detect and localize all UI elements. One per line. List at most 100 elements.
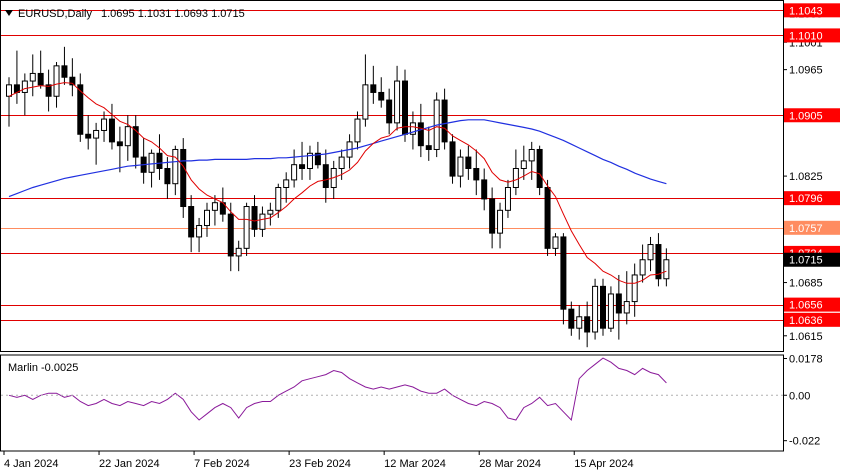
candle (29, 54, 36, 97)
candle (196, 217, 203, 253)
bear-candle-body (386, 99, 393, 124)
bear-candle-body (378, 91, 385, 101)
bear-candle-body (473, 167, 480, 181)
candle (188, 195, 195, 253)
bear-candle-body (489, 198, 496, 234)
bull-candle-body (267, 209, 274, 215)
candle (544, 179, 551, 256)
candle (116, 126, 123, 173)
time-tick-label: 15 Apr 2024 (574, 458, 633, 470)
bull-candle-body (592, 285, 599, 333)
tag-label: 1.0636 (789, 315, 823, 327)
level-tag: 1.0796 (784, 191, 840, 206)
tag-background (784, 3, 840, 18)
bear-candle-body (188, 206, 195, 238)
dropdown-triangle-icon[interactable] (5, 10, 13, 16)
candle (473, 149, 480, 196)
price-tick-label: 1.0965 (789, 65, 823, 77)
bull-candle-body (457, 156, 464, 177)
price-tick-label: 1.0685 (789, 278, 823, 290)
bear-candle-body (584, 316, 591, 333)
candle (425, 126, 432, 161)
candle (592, 278, 599, 340)
bear-candle-body (655, 244, 662, 280)
candle (251, 195, 258, 237)
bull-candle-body (576, 316, 583, 329)
bear-candle-body (481, 179, 488, 200)
bull-candle-body (124, 126, 131, 147)
candle (615, 274, 622, 340)
candle (291, 149, 298, 188)
candle (227, 202, 234, 272)
bear-candle-body (164, 167, 171, 185)
time-axis: 4 Jan 2024 22 Jan 2024 7 Feb 2024 23 Feb 20… (3, 451, 634, 470)
tag-background (784, 312, 840, 327)
indicator-tick-label: -0.022 (789, 436, 820, 448)
candle (663, 248, 670, 287)
level-tag: 1.1043 (784, 3, 840, 17)
header-symbol: EURUSD,Daily (18, 8, 92, 20)
bear-candle-body (227, 213, 234, 257)
bull-candle-body (504, 187, 511, 211)
current-price-tag: 1.0715 (784, 252, 840, 267)
level-tag: 1.0757 (784, 220, 840, 235)
price-axis: 1.10391.10011.09651.09051.08251.06851.06… (783, 8, 823, 343)
tag-label: 1.0757 (789, 223, 823, 235)
price-panel[interactable] (0, 0, 784, 352)
candle (394, 65, 401, 131)
candle (512, 149, 519, 196)
candle (552, 233, 559, 256)
candle (93, 122, 100, 165)
candle (299, 141, 306, 180)
bear-candle-body (536, 148, 543, 189)
candle (536, 145, 543, 196)
bull-candle-body (6, 84, 12, 97)
candle (306, 145, 313, 180)
indicator-tick-label: 0.0178 (789, 354, 823, 366)
bull-candle-body (291, 164, 298, 181)
candle (108, 103, 115, 150)
candle (180, 138, 187, 218)
bull-candle-body (148, 152, 155, 173)
bull-candle-body (631, 274, 638, 303)
bull-candle-body (338, 156, 345, 169)
tag-background (784, 108, 840, 123)
bull-candle-body (647, 244, 654, 261)
time-tick-label: 23 Feb 2024 (289, 458, 351, 470)
bear-candle-body (156, 152, 163, 169)
candle (283, 172, 290, 203)
candle (504, 179, 511, 218)
candle (132, 115, 139, 169)
bear-candle-body (560, 236, 567, 310)
candle (362, 54, 369, 127)
candle (528, 141, 535, 180)
bull-candle-body (172, 148, 179, 185)
candle (623, 271, 630, 325)
bear-candle-body (180, 148, 187, 208)
level-tag: 1.0905 (784, 108, 840, 123)
bull-candle-body (93, 129, 100, 139)
bear-candle-body (322, 164, 329, 189)
tag-background (784, 297, 840, 312)
bear-candle-body (132, 126, 139, 158)
candle (639, 244, 646, 283)
bear-candle-body (108, 118, 115, 143)
moving-averages (8, 82, 667, 284)
indicator-panel[interactable]: 0.0178 0.00 -0.022 (0, 354, 823, 452)
tag-background (784, 220, 840, 235)
bull-candle-body (243, 206, 250, 249)
bull-candle-body (29, 72, 36, 82)
candle (497, 202, 504, 249)
candle (568, 301, 575, 336)
candle (156, 134, 163, 180)
bear-candle-body (615, 293, 622, 314)
candle (631, 263, 638, 317)
bull-candle-body (196, 225, 203, 238)
candle (77, 73, 84, 142)
bull-candle-body (306, 152, 313, 169)
candle (600, 278, 606, 336)
candle (584, 301, 591, 348)
bull-candle-body (409, 122, 416, 135)
bull-candle-body (394, 80, 401, 124)
